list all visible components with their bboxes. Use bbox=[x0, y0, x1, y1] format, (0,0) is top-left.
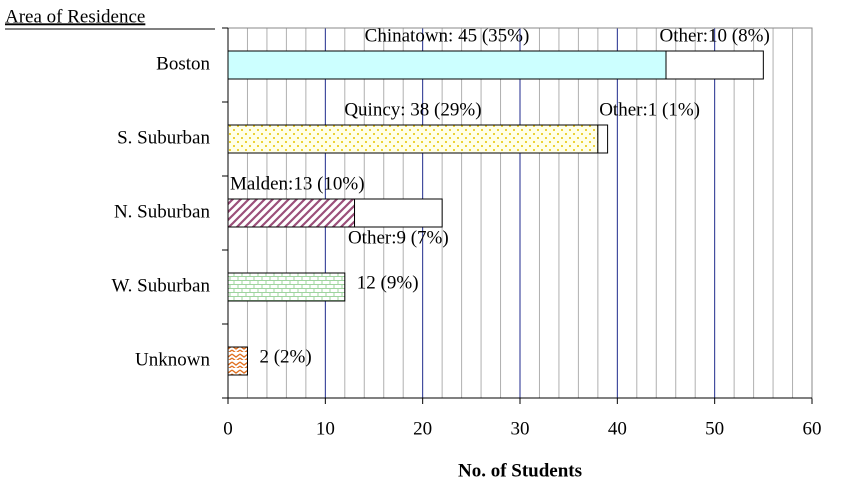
bar-segment bbox=[597, 124, 609, 154]
data-label: Malden:13 (10%) bbox=[230, 173, 365, 194]
y-axis-title: Area of Residence bbox=[5, 6, 145, 27]
data-label: Chinatown: 45 (35%) bbox=[365, 25, 530, 46]
x-tick-label: 40 bbox=[608, 418, 627, 439]
y-tick-label: S. Suburban bbox=[117, 127, 210, 148]
x-tick-label: 50 bbox=[705, 418, 724, 439]
bar-segment bbox=[665, 50, 764, 80]
bar-segment bbox=[227, 50, 667, 80]
y-tick-label: W. Suburban bbox=[111, 275, 210, 296]
x-tick-label: 20 bbox=[413, 418, 432, 439]
bar-segment bbox=[227, 198, 356, 228]
y-tick-label: N. Suburban bbox=[114, 201, 211, 222]
y-tick-label: Boston bbox=[156, 53, 210, 74]
x-tick-label: 60 bbox=[803, 418, 822, 439]
bar-segment bbox=[227, 346, 248, 376]
x-tick-label: 0 bbox=[223, 418, 233, 439]
x-axis-title: No. of Students bbox=[458, 460, 582, 481]
data-label: Other:1 (1%) bbox=[599, 99, 700, 120]
x-tick-label: 10 bbox=[316, 418, 335, 439]
data-label: 12 (9%) bbox=[357, 272, 419, 293]
data-label: Other:9 (7%) bbox=[348, 227, 449, 248]
bar-segment bbox=[227, 272, 346, 302]
data-label: Quincy: 38 (29%) bbox=[344, 99, 481, 120]
y-tick-label: Unknown bbox=[135, 349, 210, 370]
data-label: 2 (2%) bbox=[259, 346, 311, 367]
bar-segment bbox=[354, 198, 443, 228]
data-label: Other:10 (8%) bbox=[660, 25, 770, 46]
x-tick-label: 30 bbox=[511, 418, 530, 439]
bar-segment bbox=[227, 124, 599, 154]
